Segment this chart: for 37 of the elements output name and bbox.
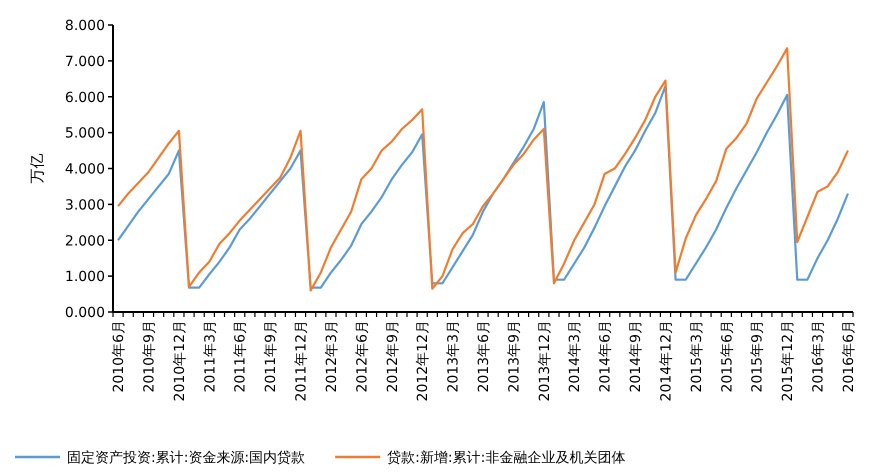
y-tick-label: 7.000 — [64, 54, 105, 70]
y-tick-label: 5.000 — [64, 126, 105, 142]
x-tick-label: 2016年6月 — [840, 320, 857, 393]
x-tick-label: 2011年6月 — [232, 320, 249, 393]
legend-label: 贷款:新增:累计:非金融企业及机关团体 — [387, 450, 626, 466]
y-tick-label: 2.000 — [64, 233, 105, 250]
x-tick-label: 2016年3月 — [810, 320, 827, 393]
y-axis-title: 万亿 — [28, 154, 46, 184]
x-tick-label: 2012年12月 — [415, 320, 432, 402]
x-tick-label: 2015年12月 — [780, 320, 796, 402]
y-tick-label: 4.000 — [64, 162, 105, 178]
y-tick-label: 3.000 — [64, 197, 105, 214]
x-tick-label: 2012年3月 — [324, 320, 340, 393]
x-tick-label: 2013年6月 — [476, 320, 492, 393]
legend-label: 固定资产投资:累计:资金来源:国内贷款 — [67, 450, 306, 466]
y-tick-label: 8.000 — [64, 18, 105, 34]
x-tick-label: 2014年9月 — [628, 320, 644, 393]
x-tick-label: 2015年3月 — [688, 320, 705, 393]
x-tick-label: 2011年3月 — [202, 320, 218, 393]
x-tick-label: 2013年9月 — [506, 320, 522, 393]
x-tick-label: 2013年12月 — [536, 320, 553, 402]
y-tick-label: 0.000 — [64, 305, 105, 321]
x-tick-label: 2014年3月 — [567, 320, 584, 393]
x-tick-label: 2010年9月 — [141, 320, 158, 393]
x-tick-label: 2014年12月 — [658, 320, 674, 402]
x-tick-label: 2011年9月 — [263, 320, 280, 393]
x-tick-label: 2015年6月 — [719, 320, 736, 393]
x-tick-label: 2010年6月 — [111, 320, 128, 393]
x-tick-label: 2015年9月 — [750, 320, 766, 393]
x-tick-label: 2012年9月 — [384, 320, 401, 393]
x-tick-label: 2012年6月 — [354, 320, 370, 393]
y-tick-label: 6.000 — [64, 90, 105, 106]
x-tick-label: 2011年12月 — [294, 320, 310, 402]
x-tick-label: 2010年12月 — [172, 320, 188, 402]
y-tick-label: 1.000 — [64, 269, 105, 286]
x-tick-label: 2014年6月 — [598, 320, 614, 393]
x-tick-label: 2013年3月 — [446, 320, 462, 393]
